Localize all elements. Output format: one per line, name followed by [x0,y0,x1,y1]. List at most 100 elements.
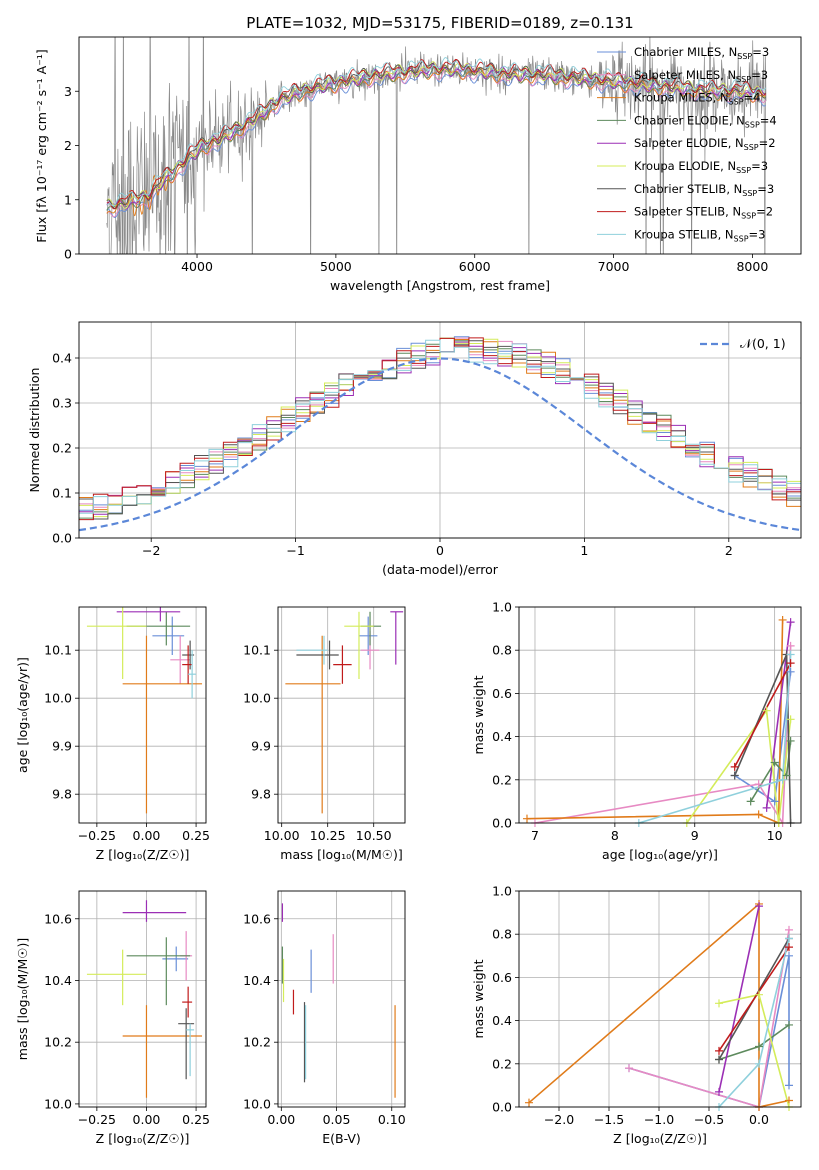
y-axis-label: Normed distribution [27,368,42,493]
y-axis-label: Flux [fλ 10⁻¹⁷ erg cm⁻² s⁻¹ A⁻¹] [34,49,49,242]
y-tick-label: 10.2 [243,1035,271,1050]
legend-label: Chabrier STELIB, NSSP=3 [634,182,774,198]
y-tick-label: 10.0 [243,691,271,706]
x-tick-label: 5000 [320,259,352,274]
axes-frame [78,606,207,824]
normal-reference-curve [79,357,801,532]
mass-weight-marker [755,1042,763,1051]
x-tick-label: 10.25 [310,828,346,843]
x-axis-label: Z [log₁₀(Z/Z☉)] [96,1131,190,1146]
mass-weight-marker [730,762,739,771]
legend-label: Chabrier ELODIE, NSSP=4 [634,113,777,129]
panel-mass-weight-vs-age: 7 8 9 10 0.0 0.2 0.4 0.6 0.8 1.0 age [log₁₀(age/yr… [471,600,802,862]
x-tick-label: 0.00 [267,1112,295,1127]
y-tick-label: 10.0 [243,1096,271,1111]
panel-spectrum: 4000 5000 6000 7000 8000 0 1 2 3 wavelength [Angs… [34,36,802,293]
x-tick-label: 6000 [459,259,491,274]
x-tick-label: 0 [436,543,444,558]
plot-area [526,619,792,823]
mass-weight-marker [715,1087,723,1096]
y-tick-label: 10.2 [44,1035,72,1050]
mass-weight-marker [755,902,763,911]
x-tick-label: 0.00 [133,1112,161,1127]
plot-area [285,611,404,814]
legend-label: Kroupa ELODIE, NSSP=3 [634,159,768,175]
y-tick-label: 0.0 [492,1100,512,1115]
mass-weight-marker [754,810,763,819]
y-tick-label: 1.0 [492,600,512,615]
x-tick-label: 7000 [598,259,630,274]
x-tick-label: −0.25 [78,1112,116,1127]
mass-weight-marker [730,771,739,780]
plot-area [86,900,203,1098]
mass-weight-marker [786,659,795,668]
x-tick-label: −2.0 [544,1112,574,1127]
x-tick-label: 8000 [736,259,768,274]
mass-weight-marker [625,1064,633,1073]
y-axis-label: age [log₁₀(age/yr)] [15,657,30,773]
panel-mass-weight-vs-Z: −2.0 −1.5 −1.0 −0.5 0.0 0.0 0.2 0.4 0.6 0.8 1.0 Z [… [471,884,802,1146]
mass-weight-line [733,662,792,768]
x-tick-label: 2 [725,543,733,558]
mass-weight-line [628,929,790,1107]
mass-weight-marker [746,797,755,806]
mass-weight-marker [522,814,531,823]
mass-weight-marker [785,943,793,952]
mass-weight-marker [715,1046,723,1055]
residual-histogram [79,339,801,514]
y-tick-label: 0.2 [492,1056,512,1071]
panel-mass-vs-Z: −0.25 0.00 0.25 10.0 10.2 10.4 10.6 Z [log₁₀(Z/… [15,890,210,1146]
y-tick-label: 0.2 [52,441,72,456]
mass-weight-line [526,619,784,823]
x-axis-label: (data-model)/error [382,562,499,577]
y-tick-label: 10.4 [44,973,72,988]
y-tick-label: 10.6 [44,911,72,926]
x-axis-label: Z [log₁₀(Z/Z☉)] [96,847,190,862]
y-tick-label: 0.4 [492,1013,512,1028]
mass-weight-marker [785,1081,793,1090]
x-tick-label: 0.00 [133,828,161,843]
plot-area [106,37,767,254]
mass-weight-marker [785,1020,793,1029]
x-tick-label: 10 [767,828,783,843]
y-tick-label: 10.6 [243,911,271,926]
mass-weight-marker [778,775,787,784]
y-tick-label: 0.2 [492,772,512,787]
model-spectrum [106,59,766,210]
mass-weight-marker [778,615,787,624]
x-tick-label: 8 [611,828,619,843]
axes-frame [78,890,207,1108]
x-tick-label: 7 [531,828,539,843]
mass-weight-line [534,645,792,823]
x-axis-label: age [log₁₀(age/yr)] [602,847,718,862]
panel-residuals: −2 −1 0 1 2 0.0 0.1 0.2 0.3 0.4 (data-model)/error… [27,321,802,577]
x-tick-label: 0.25 [182,1112,210,1127]
mass-weight-marker [715,999,723,1008]
y-tick-label: 10.4 [243,973,271,988]
axes-frame [78,321,802,539]
y-tick-label: 2 [64,138,72,153]
mass-weight-marker [525,1098,533,1107]
x-tick-label: 1 [580,543,588,558]
axes-frame [277,606,406,824]
x-tick-label: 0.05 [323,1112,351,1127]
mass-weight-marker [715,1055,723,1064]
x-tick-label: 0.0 [749,1112,769,1127]
x-tick-label: 0.10 [378,1112,406,1127]
mass-weight-marker [786,736,795,745]
x-tick-label: 9 [691,828,699,843]
plot-area [79,336,801,532]
axes-frame [518,606,802,824]
x-tick-label: −0.5 [694,1112,724,1127]
y-axis-label: mass weight [471,959,486,1038]
y-tick-label: 0.3 [52,396,72,411]
y-tick-label: 9.8 [251,787,271,802]
y-tick-label: 1 [64,192,72,207]
y-tick-label: 9.9 [52,739,72,754]
plot-area [86,607,203,814]
y-tick-label: 0.0 [52,531,72,546]
mass-weight-marker [770,758,779,767]
mass-weight-marker [770,797,779,806]
x-tick-label: −1 [286,543,304,558]
